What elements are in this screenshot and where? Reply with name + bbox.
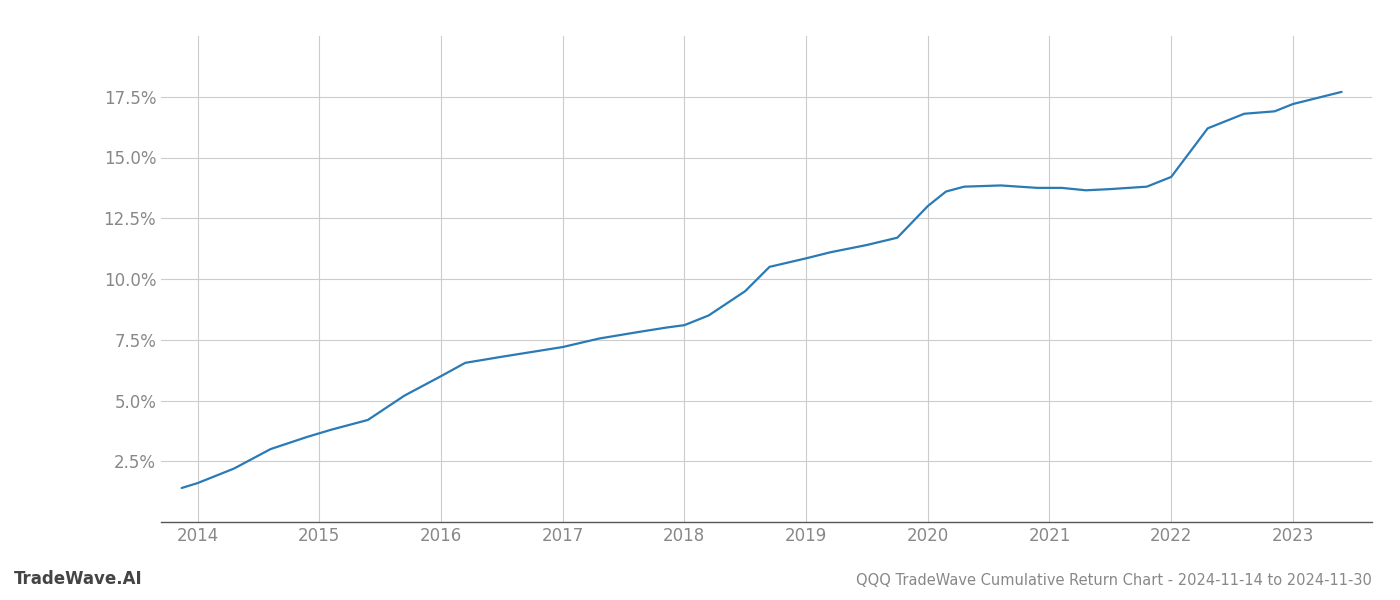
Text: TradeWave.AI: TradeWave.AI — [14, 570, 143, 588]
Text: QQQ TradeWave Cumulative Return Chart - 2024-11-14 to 2024-11-30: QQQ TradeWave Cumulative Return Chart - … — [857, 573, 1372, 588]
